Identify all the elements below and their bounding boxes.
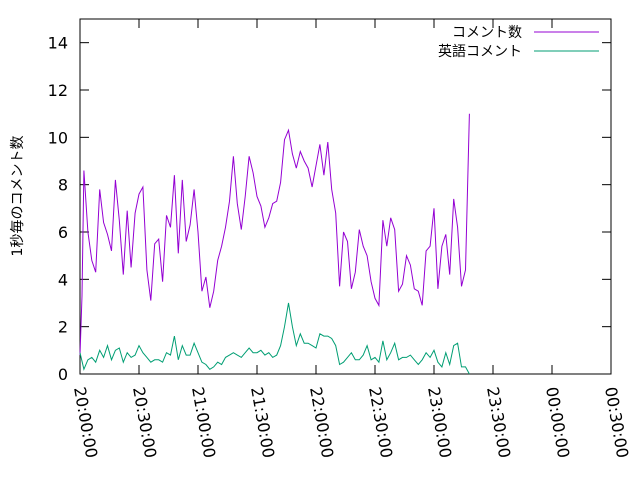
y-axis-ticks: 0 2 4 6 8 10 12 14	[48, 34, 611, 384]
y-tick-label: 2	[58, 318, 68, 337]
x-tick-label: 00:30:00	[601, 385, 632, 459]
y-tick-label: 0	[58, 365, 68, 384]
x-tick-label: 20:30:00	[129, 385, 160, 459]
series-line-1	[79, 302, 470, 375]
y-tick-label: 8	[58, 176, 68, 195]
x-tick-label: 23:00:00	[424, 385, 455, 459]
x-tick-label: 00:00:00	[542, 385, 573, 459]
y-tick-label: 6	[58, 223, 68, 242]
x-tick-label: 21:00:00	[188, 385, 219, 459]
plot-frame	[79, 18, 612, 375]
series-lines	[79, 113, 470, 375]
x-tick-label: 20:00:00	[70, 385, 101, 459]
y-axis-title: 1秒毎のコメント数	[10, 136, 26, 257]
y-tick-label: 4	[58, 270, 68, 289]
legend-label-0: コメント数	[452, 25, 522, 41]
legend-label-1: 英語コメント	[438, 43, 522, 60]
y-tick-label: 12	[48, 81, 68, 100]
x-axis-ticks: 20:00:00 20:30:00 21:00:00 21:30:00 22:00:00…	[70, 19, 632, 459]
x-tick-label: 22:30:00	[365, 385, 396, 459]
y-tick-label: 10	[48, 128, 68, 147]
series-line-0	[79, 113, 470, 356]
x-tick-label: 21:30:00	[247, 385, 278, 459]
y-tick-label: 14	[48, 34, 68, 53]
x-tick-label: 23:30:00	[483, 385, 514, 459]
x-tick-label: 22:00:00	[306, 385, 337, 459]
